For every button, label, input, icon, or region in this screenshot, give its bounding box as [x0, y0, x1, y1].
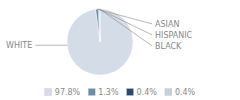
slice-label: ASIAN: [155, 20, 179, 29]
legend-item: 1.3%: [88, 88, 119, 97]
legend: 97.8% 1.3% 0.4% 0.4%: [45, 88, 196, 97]
legend-item: 97.8%: [45, 88, 81, 97]
pie-slice: [96, 9, 100, 42]
slice-label: WHITE: [6, 41, 32, 50]
legend-label: 97.8%: [55, 88, 81, 97]
legend-swatch: [127, 89, 134, 96]
pie: [67, 9, 133, 75]
legend-label: 0.4%: [137, 88, 158, 97]
slice-labels: WHITE ASIAN HISPANIC BLACK: [6, 9, 193, 51]
legend-swatch: [45, 89, 52, 96]
legend-label: 0.4%: [175, 88, 196, 97]
legend-label: 1.3%: [98, 88, 119, 97]
legend-item: 0.4%: [127, 88, 158, 97]
pie-slice: [98, 9, 100, 42]
legend-swatch: [88, 89, 95, 96]
legend-swatch: [165, 89, 172, 96]
chart: WHITE ASIAN HISPANIC BLACK 97.8% 1.3% 0.4% 0.4%: [0, 0, 240, 100]
slice-label: BLACK: [155, 42, 182, 51]
leader-line: [35, 45, 67, 46]
pie-slice: [67, 9, 133, 75]
slice-label: HISPANIC: [155, 31, 193, 40]
pie-slice: [99, 9, 101, 42]
leader-line: [100, 9, 152, 46]
leader-line: [99, 9, 152, 35]
legend-item: 0.4%: [165, 88, 196, 97]
